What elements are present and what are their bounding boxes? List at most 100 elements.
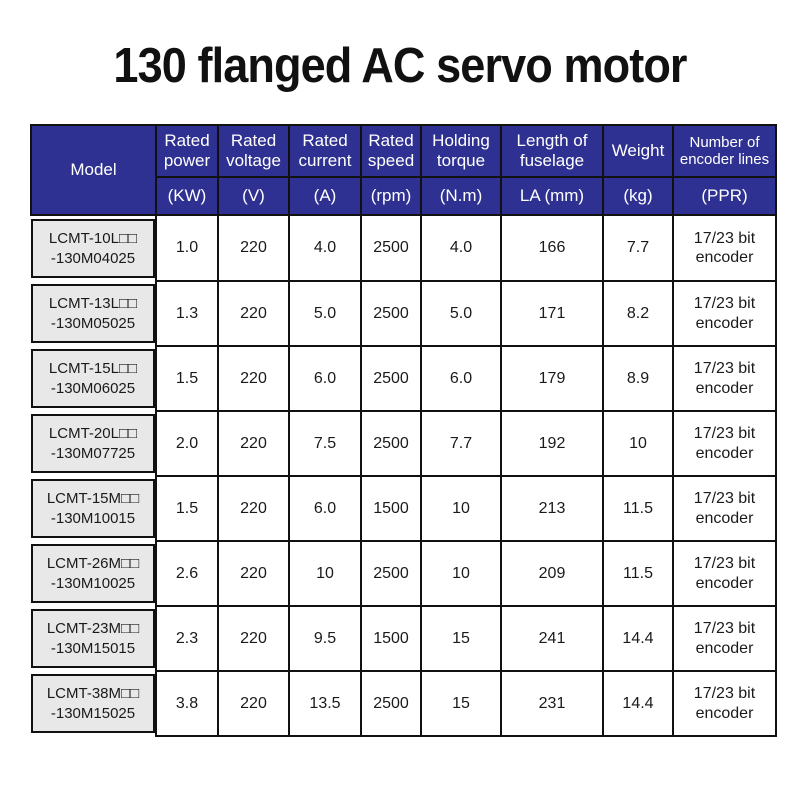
header-encoder-lines: Number of encoder lines [672,124,777,178]
table-row: LCMT-26M□□ -130M10025 2.6 220 10 2500 10… [31,540,777,607]
header-rated-current: Rated current [288,124,362,178]
model-line1: LCMT-10L□□ [48,230,138,247]
model-line2: -130M04025 [50,249,136,267]
table-body: LCMT-10L□□ -130M04025 1.0 220 4.0 2500 4… [31,214,777,737]
cell-holding-torque: 15 [420,670,502,737]
model-chip: LCMT-23M□□ -130M15015 [31,609,155,668]
cell-weight: 8.2 [602,280,674,347]
unit-fuselage-length: LA (mm) [500,176,604,216]
cell-rated-power: 1.5 [155,345,219,412]
cell-rated-voltage: 220 [217,605,290,672]
unit-holding-torque: (N.m) [420,176,502,216]
model-chip: LCMT-13L□□ -130M05025 [31,284,155,343]
header-unit-row: (KW) (V) (A) (rpm) (N.m) LA (mm) (kg) (P… [31,176,777,216]
cell-rated-power: 2.0 [155,410,219,477]
unit-weight: (kg) [602,176,674,216]
model-chip: LCMT-15M□□ -130M10015 [31,479,155,538]
table-row: LCMT-10L□□ -130M04025 1.0 220 4.0 2500 4… [31,214,777,282]
header-rated-power: Rated power [155,124,219,178]
model-cell: LCMT-20L□□ -130M07725 [31,411,156,476]
model-line1: LCMT-15M□□ [46,490,140,507]
cell-encoder: 17/23 bit encoder [672,410,777,477]
cell-fuselage-length: 213 [500,475,604,542]
cell-weight: 11.5 [602,475,674,542]
model-line2: -130M06025 [50,379,136,397]
cell-weight: 11.5 [602,540,674,607]
cell-holding-torque: 10 [420,540,502,607]
spec-table: Model Rated power Rated voltage Rated cu… [30,124,777,737]
unit-rated-power: (KW) [155,176,219,216]
cell-fuselage-length: 166 [500,214,604,282]
model-cell: LCMT-13L□□ -130M05025 [31,281,156,346]
cell-rated-current: 4.0 [288,214,362,282]
cell-holding-torque: 5.0 [420,280,502,347]
header-model: Model [30,124,157,216]
cell-rated-speed: 2500 [360,280,422,347]
cell-fuselage-length: 241 [500,605,604,672]
cell-encoder: 17/23 bit encoder [672,540,777,607]
cell-rated-voltage: 220 [217,670,290,737]
model-line1: LCMT-20L□□ [48,425,138,442]
unit-rated-voltage: (V) [217,176,290,216]
cell-rated-power: 3.8 [155,670,219,737]
cell-encoder: 17/23 bit encoder [672,670,777,737]
model-chip: LCMT-10L□□ -130M04025 [31,219,155,278]
cell-rated-power: 2.6 [155,540,219,607]
cell-fuselage-length: 231 [500,670,604,737]
model-cell: LCMT-26M□□ -130M10025 [31,541,156,606]
page-title: 130 flanged AC servo motor [113,39,687,93]
model-line2: -130M07725 [50,444,136,462]
model-line2: -130M15015 [50,639,136,657]
header-rated-speed: Rated speed [360,124,422,178]
table-row: LCMT-13L□□ -130M05025 1.3 220 5.0 2500 5… [31,280,777,347]
model-line1: LCMT-38M□□ [46,685,140,702]
cell-holding-torque: 7.7 [420,410,502,477]
model-cell: LCMT-38M□□ -130M15025 [31,671,156,736]
unit-rated-current: (A) [288,176,362,216]
cell-rated-current: 13.5 [288,670,362,737]
cell-rated-speed: 2500 [360,214,422,282]
model-chip: LCMT-38M□□ -130M15025 [31,674,155,733]
unit-encoder-lines: (PPR) [672,176,777,216]
cell-rated-speed: 2500 [360,670,422,737]
cell-rated-current: 6.0 [288,475,362,542]
model-chip: LCMT-15L□□ -130M06025 [31,349,155,408]
cell-holding-torque: 4.0 [420,214,502,282]
cell-rated-voltage: 220 [217,475,290,542]
cell-fuselage-length: 179 [500,345,604,412]
table-row: LCMT-20L□□ -130M07725 2.0 220 7.5 2500 7… [31,410,777,477]
table-row: LCMT-15L□□ -130M06025 1.5 220 6.0 2500 6… [31,345,777,412]
cell-rated-speed: 1500 [360,475,422,542]
cell-rated-speed: 2500 [360,345,422,412]
cell-rated-voltage: 220 [217,410,290,477]
cell-rated-current: 6.0 [288,345,362,412]
cell-encoder: 17/23 bit encoder [672,605,777,672]
model-line2: -130M15025 [50,704,136,722]
cell-rated-current: 10 [288,540,362,607]
cell-rated-power: 1.3 [155,280,219,347]
cell-holding-torque: 6.0 [420,345,502,412]
model-line1: LCMT-15L□□ [48,360,138,377]
table-header: Model Rated power Rated voltage Rated cu… [30,124,777,216]
table-row: LCMT-38M□□ -130M15025 3.8 220 13.5 2500 … [31,670,777,737]
cell-rated-voltage: 220 [217,345,290,412]
header-weight: Weight [602,124,674,178]
cell-rated-voltage: 220 [217,280,290,347]
header-label-row: Model Rated power Rated voltage Rated cu… [30,124,777,216]
model-cell: LCMT-15L□□ -130M06025 [31,346,156,411]
cell-rated-power: 1.0 [155,214,219,282]
cell-encoder: 17/23 bit encoder [672,280,777,347]
model-chip: LCMT-20L□□ -130M07725 [31,414,155,473]
cell-rated-speed: 2500 [360,540,422,607]
cell-weight: 7.7 [602,214,674,282]
header-fuselage-length: Length of fuselage [500,124,604,178]
cell-rated-power: 2.3 [155,605,219,672]
cell-holding-torque: 10 [420,475,502,542]
table-row: LCMT-23M□□ -130M15015 2.3 220 9.5 1500 1… [31,605,777,672]
model-cell: LCMT-23M□□ -130M15015 [31,606,156,671]
model-cell: LCMT-15M□□ -130M10015 [31,476,156,541]
model-line2: -130M10025 [50,574,136,592]
cell-encoder: 17/23 bit encoder [672,214,777,282]
model-line1: LCMT-23M□□ [46,620,140,637]
